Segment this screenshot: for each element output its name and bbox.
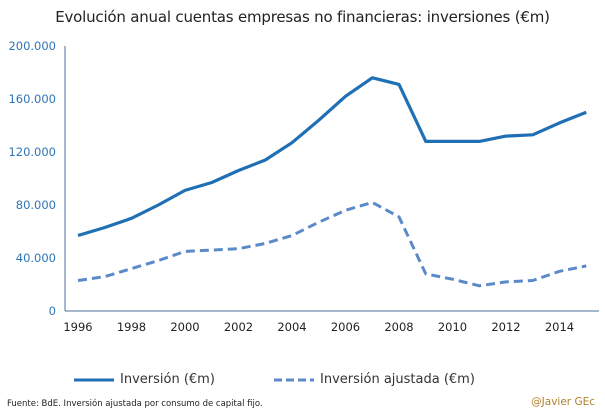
y-tick-label: 0	[49, 304, 56, 318]
x-tick-label: 1996	[63, 320, 92, 334]
x-axis-ticks: 1996 1998 2000 2002 2004 2006 2008 2010 2012 2014	[63, 320, 574, 334]
series-line-inversion-ajustada	[77, 200, 587, 288]
x-tick-label: 1998	[117, 320, 146, 334]
y-tick-label: 120.000	[8, 145, 56, 159]
axes	[64, 46, 599, 312]
legend-solid-line-icon	[74, 378, 114, 381]
x-tick-label: 2004	[277, 320, 306, 334]
source-note: Fuente: BdE. Inversión ajustada por cons…	[7, 399, 263, 409]
x-tick-label: 2010	[438, 320, 467, 334]
x-tick-label: 2002	[224, 320, 253, 334]
legend-label: Inversión ajustada (€m)	[320, 372, 475, 387]
x-tick-label: 2012	[491, 320, 520, 334]
y-tick-label: 40.000	[16, 251, 56, 265]
legend-item-inversion-ajustada: Inversión ajustada (€m)	[274, 372, 475, 387]
legend-item-inversion: Inversión (€m)	[74, 372, 215, 387]
x-tick-label: 2008	[384, 320, 413, 334]
y-tick-label: 160.000	[8, 92, 56, 106]
series-line-inversion	[77, 76, 587, 238]
y-tick-label: 200.000	[8, 39, 56, 53]
x-tick-label: 2006	[331, 320, 360, 334]
x-tick-label: 2000	[170, 320, 199, 334]
author-credit: @Javier GEc	[531, 396, 595, 408]
series-lines	[77, 76, 587, 288]
x-tick-label: 2014	[545, 320, 574, 334]
y-tick-label: 80.000	[16, 198, 56, 212]
chart-title: Evolución anual cuentas empresas no fina…	[55, 8, 550, 26]
legend-dashed-line-icon	[274, 378, 314, 381]
y-axis-ticks: 0 40.000 80.000 120.000 160.000 200.000	[8, 39, 56, 318]
legend-label: Inversión (€m)	[120, 372, 215, 387]
